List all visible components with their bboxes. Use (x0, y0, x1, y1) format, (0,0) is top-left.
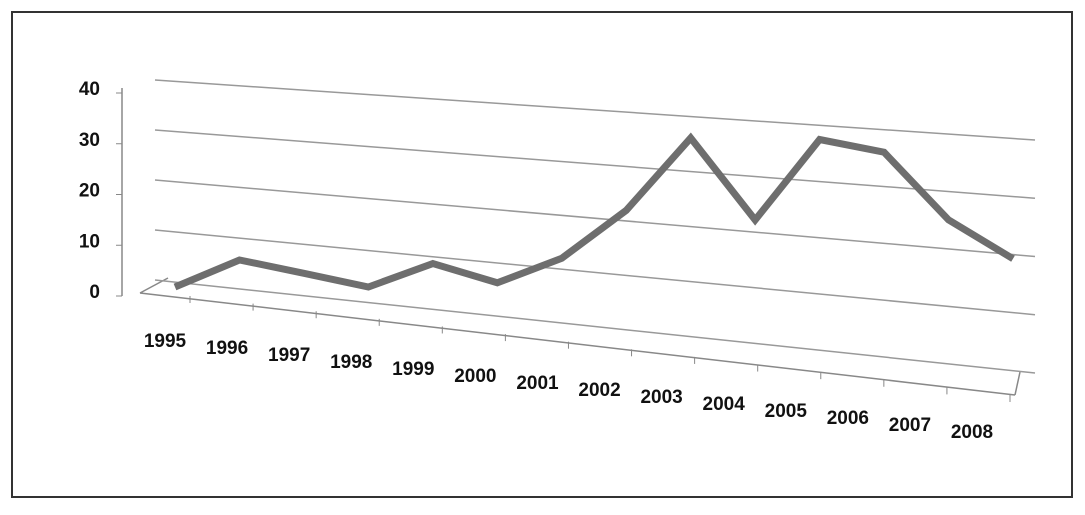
x-tick-label: 1998 (330, 352, 372, 373)
x-tick-label: 2002 (578, 380, 620, 401)
grid-line (154, 229, 1036, 316)
x-tick-label: 1996 (206, 338, 248, 359)
x-tick-label: 2005 (765, 401, 808, 422)
grid-line (154, 179, 1036, 258)
x-tick-label: 2003 (640, 387, 682, 408)
x-tick-label: 1997 (268, 345, 310, 366)
x-tick-label: 2007 (889, 415, 931, 436)
x-tick-label: 1995 (144, 331, 187, 352)
grid-line (154, 279, 1036, 374)
x-tick-label: 2006 (827, 408, 869, 429)
floor-front (139, 292, 1016, 396)
y-tick-label: 40 (79, 79, 100, 100)
y-tick-label: 30 (79, 130, 100, 151)
x-tick-label: 2000 (454, 366, 496, 387)
floor-right (1014, 371, 1021, 396)
x-tick-label: 2001 (516, 373, 559, 394)
grid-line (154, 129, 1036, 199)
y-tick-label: 0 (89, 282, 100, 303)
x-tick-label: 2008 (951, 422, 993, 443)
x-tick-label: 2004 (703, 394, 746, 415)
x-tick-label: 1999 (392, 359, 434, 380)
y-tick-label: 10 (79, 231, 100, 252)
data-line (173, 132, 1015, 291)
grid-line (154, 79, 1036, 141)
chart-frame (11, 11, 1073, 498)
y-tick-label: 20 (79, 181, 100, 202)
